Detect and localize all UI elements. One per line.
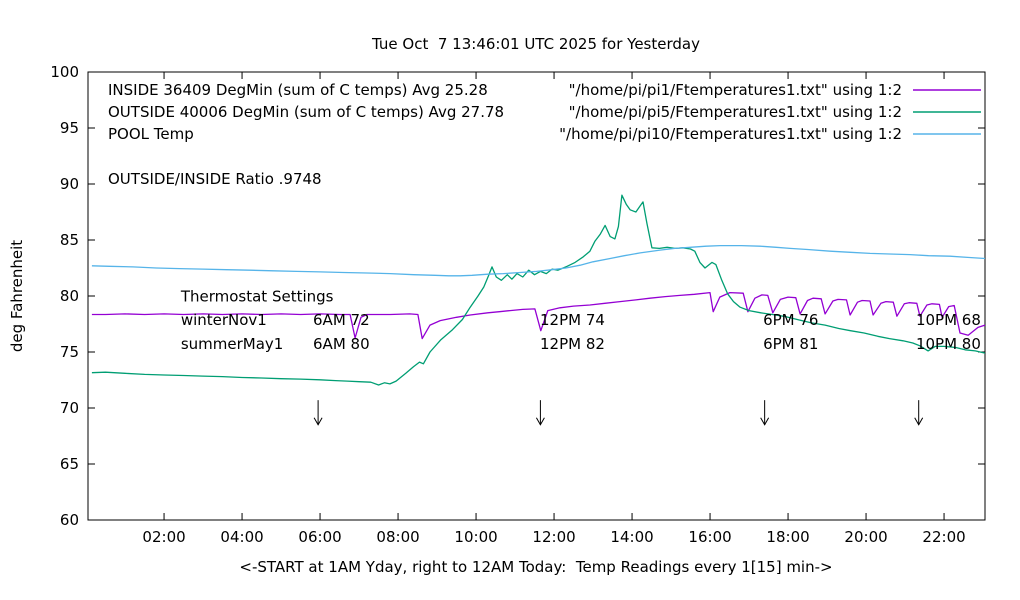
- annotation-text-10: 10PM 80: [916, 335, 981, 353]
- x-tick-label: 12:00: [532, 528, 575, 546]
- x-tick-label: 14:00: [610, 528, 653, 546]
- x-tick-label: 08:00: [376, 528, 419, 546]
- x-tick-label: 22:00: [922, 528, 965, 546]
- annotation-text-9: 6PM 81: [763, 335, 818, 353]
- legend-source-pool: "/home/pi/pi10/Ftemperatures1.txt" using…: [559, 125, 902, 143]
- schedule-arrow-head-icon: [313, 417, 323, 426]
- legend-label-pool: POOL Temp: [108, 125, 194, 143]
- annotation-text-5: 10PM 68: [916, 311, 981, 329]
- plot-area: 02:00 04:00 06:00 08:00 10:00 12:00 14:00 16:00…: [50, 63, 986, 546]
- ratio-note: OUTSIDE/INSIDE Ratio .9748: [108, 170, 322, 188]
- y-tick-label: 70: [60, 399, 79, 417]
- annotation-text-6: summerMay1: [181, 335, 284, 353]
- annotation-text-4: 6PM 76: [763, 311, 818, 329]
- x-tick-label: 02:00: [142, 528, 185, 546]
- x-tick-label: 06:00: [298, 528, 341, 546]
- y-tick-label: 85: [60, 231, 79, 249]
- x-axis-label: <-START at 1AM Yday, right to 12AM Today…: [239, 558, 832, 576]
- chart-title: Tue Oct 7 13:46:01 UTC 2025 for Yesterda…: [371, 35, 700, 53]
- legend-source-outside: "/home/pi/pi5/Ftemperatures1.txt" using …: [569, 103, 902, 121]
- legend-source-inside: "/home/pi/pi1/Ftemperatures1.txt" using …: [569, 81, 902, 99]
- y-tick-label: 80: [60, 287, 79, 305]
- annotation-text-0: Thermostat Settings: [180, 288, 334, 306]
- annotation-text-8: 12PM 82: [540, 335, 605, 353]
- schedule-arrow-head-icon: [535, 417, 545, 426]
- x-tick-label: 16:00: [688, 528, 731, 546]
- y-tick-label: 90: [60, 175, 79, 193]
- y-axis-label: deg Fahrenheit: [8, 240, 26, 352]
- x-tick-label: 10:00: [454, 528, 497, 546]
- series-outside-line: [91, 194, 986, 386]
- legend-label-inside: INSIDE 36409 DegMin (sum of C temps) Avg…: [108, 81, 488, 99]
- schedule-arrow-head-icon: [760, 417, 770, 426]
- y-tick-label: 65: [60, 455, 79, 473]
- legend-label-outside: OUTSIDE 40006 DegMin (sum of C temps) Av…: [108, 103, 504, 121]
- x-tick-label: 04:00: [220, 528, 263, 546]
- y-tick-label: 75: [60, 343, 79, 361]
- annotation-text-1: winterNov1: [181, 311, 267, 329]
- y-tick-label: 100: [50, 63, 79, 81]
- y-tick-label: 60: [60, 511, 79, 529]
- y-tick-label: 95: [60, 119, 79, 137]
- schedule-arrow-head-icon: [914, 417, 924, 426]
- annotation-text-7: 6AM 80: [313, 335, 370, 353]
- annotation-text-3: 12PM 74: [540, 311, 605, 329]
- x-tick-label: 18:00: [766, 528, 809, 546]
- x-tick-label: 20:00: [844, 528, 887, 546]
- annotation-text-2: 6AM 72: [313, 311, 370, 329]
- series-inside-line: [91, 291, 986, 340]
- series-pool-line: [91, 244, 986, 277]
